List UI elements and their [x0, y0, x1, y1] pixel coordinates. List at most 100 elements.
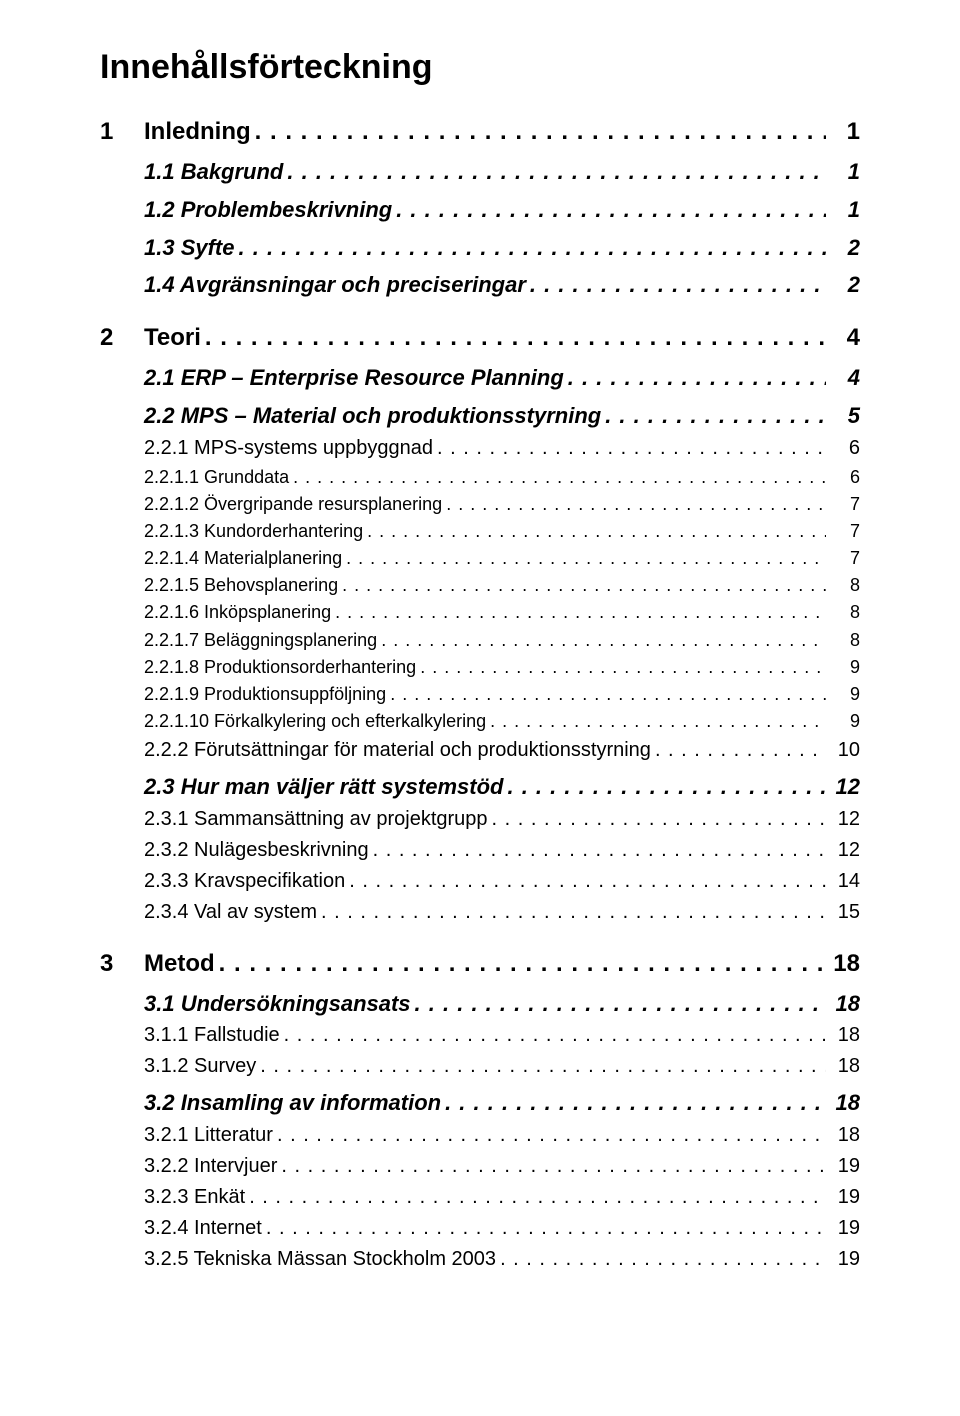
toc-entry: 3.2.4 Internet 19 [100, 1214, 860, 1243]
toc-leader [349, 867, 826, 896]
toc-entry-text: 2.2 MPS – Material och produktionsstyrni… [144, 400, 601, 432]
toc-entry-page: 19 [830, 1245, 860, 1274]
toc-entry-text: 2.2.1.8 Produktionsorderhantering [144, 654, 416, 680]
toc-entry: 3.2.3 Enkät 19 [100, 1183, 860, 1212]
toc-entry: 3.2.2 Intervjuer 19 [100, 1152, 860, 1181]
toc-entry: 2.2.1.7 Beläggningsplanering 8 [100, 627, 860, 653]
toc-entry-text: 3.1.2 Survey [144, 1052, 256, 1081]
toc-entry-text: 1.3 Syfte [144, 232, 235, 264]
toc-entry-page: 19 [830, 1214, 860, 1243]
toc-entry-text: 2.2.1.4 Materialplanering [144, 545, 342, 571]
toc-entry-page: 12 [830, 805, 860, 834]
toc-entry-page: 18 [830, 1087, 860, 1119]
toc-entry-text: 2.3.1 Sammansättning av projektgrupp [144, 805, 488, 834]
toc-leader [381, 627, 826, 653]
toc-entry-text: 2.2.1 MPS-systems uppbyggnad [144, 434, 433, 463]
toc-entry-page: 12 [830, 836, 860, 865]
document-page: Innehållsförteckning 1Inledning11.1 Bakg… [0, 0, 960, 1416]
toc-entry-text: 2.2.1.6 Inköpsplanering [144, 599, 331, 625]
toc-leader [420, 654, 826, 680]
toc-leader [219, 947, 826, 982]
toc-entry-text: 3.2.4 Internet [144, 1214, 262, 1243]
toc-entry-page: 1 [830, 115, 860, 150]
toc-entry: 3.2 Insamling av information 18 [100, 1087, 860, 1119]
toc-entry-page: 19 [830, 1152, 860, 1181]
toc-leader [367, 518, 826, 544]
toc-entry: 2.2 MPS – Material och produktionsstyrni… [100, 400, 860, 432]
toc-entry-text: 3.2 Insamling av information [144, 1087, 441, 1119]
toc-entry-text: 2.2.1.7 Beläggningsplanering [144, 627, 377, 653]
toc-entry-number: 1 [100, 115, 144, 150]
toc-entry-text: 2.2.1.5 Behovsplanering [144, 572, 338, 598]
toc-entry-text: 3.1 Undersökningsansats [144, 988, 411, 1020]
toc-entry-page: 1 [830, 156, 860, 188]
toc-entry-page: 1 [830, 194, 860, 226]
toc-entry-text: Inledning [144, 115, 251, 150]
toc-entry-text: 2.2.1.9 Produktionsuppföljning [144, 681, 386, 707]
toc-leader [655, 736, 826, 765]
toc-leader [500, 1245, 826, 1274]
toc-entry-page: 4 [830, 321, 860, 356]
toc-leader [281, 1152, 826, 1181]
toc-entry: 1Inledning1 [100, 115, 860, 150]
toc-entry-text: 1.4 Avgränsningar och preciseringar [144, 269, 526, 301]
toc-entry-page: 2 [830, 269, 860, 301]
toc-entry-text: 1.1 Bakgrund [144, 156, 283, 188]
toc-leader [335, 599, 826, 625]
toc-leader [390, 681, 826, 707]
toc-entry-text: 2.2.1.2 Övergripande resursplanering [144, 491, 442, 517]
toc-entry-page: 5 [830, 400, 860, 432]
toc-leader [284, 1021, 826, 1050]
toc-entry-text: 3.1.1 Fallstudie [144, 1021, 280, 1050]
toc-entry-page: 14 [830, 867, 860, 896]
toc-entry: 1.3 Syfte2 [100, 232, 860, 264]
toc-entry-page: 6 [830, 464, 860, 490]
toc-entry-page: 7 [830, 518, 860, 544]
toc-entry: 1.4 Avgränsningar och preciseringar 2 [100, 269, 860, 301]
toc-entry-text: 2.2.2 Förutsättningar för material och p… [144, 736, 651, 765]
toc-entry: 3.1.1 Fallstudie18 [100, 1021, 860, 1050]
toc-entry-text: 2.3.4 Val av system [144, 898, 317, 927]
toc-entry-text: 3.2.3 Enkät [144, 1183, 245, 1212]
toc-entry-text: 1.2 Problembeskrivning [144, 194, 392, 226]
toc-entry: 1.2 Problembeskrivning 1 [100, 194, 860, 226]
toc-entry-number: 3 [100, 947, 144, 982]
toc-entry-number: 2 [100, 321, 144, 356]
toc-entry: 2.2.1.1 Grunddata 6 [100, 464, 860, 490]
toc-entry-text: 2.2.1.1 Grunddata [144, 464, 289, 490]
toc-leader [530, 269, 826, 301]
toc-entry-text: 2.2.1.3 Kundorderhantering [144, 518, 363, 544]
toc-entry-page: 10 [830, 736, 860, 765]
toc-title: Innehållsförteckning [100, 48, 860, 87]
toc-entry: 3.2.1 Litteratur18 [100, 1121, 860, 1150]
toc-entry-page: 18 [830, 988, 860, 1020]
toc-leader [507, 771, 826, 803]
toc-entry-text: 2.2.1.10 Förkalkylering och efterkalkyle… [144, 708, 486, 734]
toc-entry-page: 9 [830, 654, 860, 680]
toc-entry-page: 7 [830, 491, 860, 517]
toc-entry-text: 3.2.1 Litteratur [144, 1121, 273, 1150]
toc-leader [492, 805, 826, 834]
toc-entry: 2.2.1.5 Behovsplanering8 [100, 572, 860, 598]
toc-entry: 2.2.1.2 Övergripande resursplanering 7 [100, 491, 860, 517]
toc-entry-page: 8 [830, 627, 860, 653]
toc-entry-page: 15 [830, 898, 860, 927]
toc-entry: 2.2.1.3 Kundorderhantering 7 [100, 518, 860, 544]
toc-leader [255, 115, 826, 150]
toc-entry-page: 12 [830, 771, 860, 803]
toc-entry: 2.2.1 MPS-systems uppbyggnad6 [100, 434, 860, 463]
toc-entry: 2Teori4 [100, 321, 860, 356]
toc-entry-text: 2.1 ERP – Enterprise Resource Planning [144, 362, 564, 394]
toc-entry-page: 19 [830, 1183, 860, 1212]
toc-leader [437, 434, 826, 463]
toc-entry-text: 3.2.2 Intervjuer [144, 1152, 277, 1181]
toc-entry: 3.1.2 Survey18 [100, 1052, 860, 1081]
toc-leader [293, 464, 826, 490]
toc-leader [446, 491, 826, 517]
toc-entry-page: 7 [830, 545, 860, 571]
toc-leader [415, 988, 826, 1020]
toc-entry: 2.3.2 Nulägesbeskrivning 12 [100, 836, 860, 865]
toc-entry: 2.2.1.8 Produktionsorderhantering 9 [100, 654, 860, 680]
toc-leader [490, 708, 826, 734]
toc-entry-text: 2.3.2 Nulägesbeskrivning [144, 836, 369, 865]
